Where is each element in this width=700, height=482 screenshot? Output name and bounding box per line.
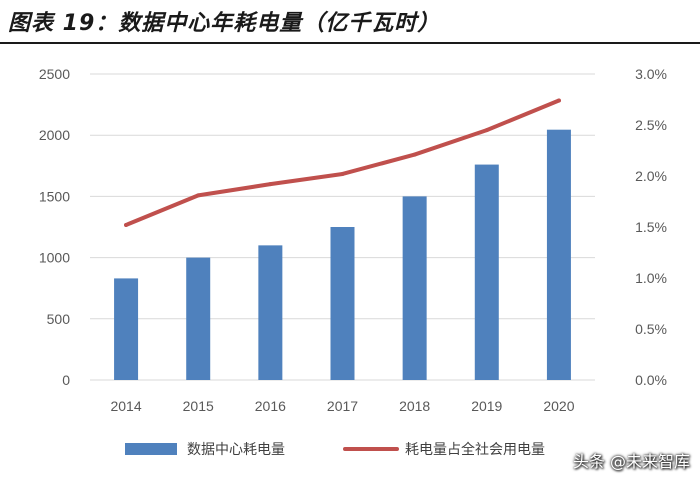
x-axis-tick-label: 2019: [471, 398, 502, 414]
right-axis-tick-label: 2.5%: [635, 117, 667, 133]
line-point: [268, 182, 273, 187]
x-axis-tick-label: 2017: [327, 398, 358, 414]
x-axis-tick-label: 2016: [255, 398, 286, 414]
bar: [114, 278, 139, 380]
x-axis-tick-label: 2014: [110, 398, 141, 414]
bar: [402, 196, 427, 380]
left-axis-tick-label: 1000: [39, 250, 70, 266]
right-axis-tick-label: 0.0%: [635, 372, 667, 388]
left-axis-tick-label: 2000: [39, 127, 70, 143]
left-axis-tick-label: 2500: [39, 66, 70, 82]
right-axis-tick-label: 0.5%: [635, 321, 667, 337]
x-axis-tick-label: 2018: [399, 398, 430, 414]
grid-lines: [90, 73, 595, 381]
right-axis-tick-label: 2.0%: [635, 168, 667, 184]
x-axis-tick-label: 2015: [183, 398, 214, 414]
line-point: [340, 171, 345, 176]
legend-bar-label: 数据中心耗电量: [187, 442, 285, 458]
bar: [330, 227, 355, 380]
bar-series: [114, 129, 571, 380]
chart-canvas: 0 500 1000 1500 2000 2500 0.0% 0.5% 1.0% 1.5% 2.0…: [39, 66, 667, 458]
legend-bar-swatch: [125, 443, 177, 455]
left-axis-tick-label: 0: [62, 372, 70, 388]
title-divider: [0, 42, 700, 44]
chart-title: 图表 19：数据中心年耗电量（亿千瓦时）: [8, 11, 441, 36]
line-point: [412, 152, 417, 157]
right-axis: 0.0% 0.5% 1.0% 1.5% 2.0% 2.5% 3.0%: [635, 66, 667, 388]
bar: [186, 257, 211, 380]
x-axis: 2014 2015 2016 2017 2018 2019 2020: [110, 398, 574, 414]
line-point: [124, 222, 129, 227]
title-bar: 图表 19：数据中心年耗电量（亿千瓦时）: [0, 0, 700, 44]
line-point: [196, 193, 201, 198]
right-axis-tick-label: 1.0%: [635, 270, 667, 286]
right-axis-tick-label: 3.0%: [635, 66, 667, 82]
line-point: [556, 98, 561, 103]
bar: [258, 245, 283, 380]
left-axis-tick-label: 500: [47, 311, 71, 327]
left-axis-tick-label: 1500: [39, 188, 70, 204]
x-axis-tick-label: 2020: [543, 398, 574, 414]
legend: 数据中心耗电量 耗电量占全社会用电量: [125, 441, 545, 458]
legend-line-label: 耗电量占全社会用电量: [405, 441, 545, 458]
right-axis-tick-label: 1.5%: [635, 219, 667, 235]
watermark: 头条 @未来智库: [572, 452, 690, 471]
line-series: [124, 98, 561, 227]
left-axis: 0 500 1000 1500 2000 2500: [39, 66, 70, 388]
bar: [474, 164, 499, 380]
line-point: [484, 128, 489, 133]
bar: [546, 129, 571, 380]
